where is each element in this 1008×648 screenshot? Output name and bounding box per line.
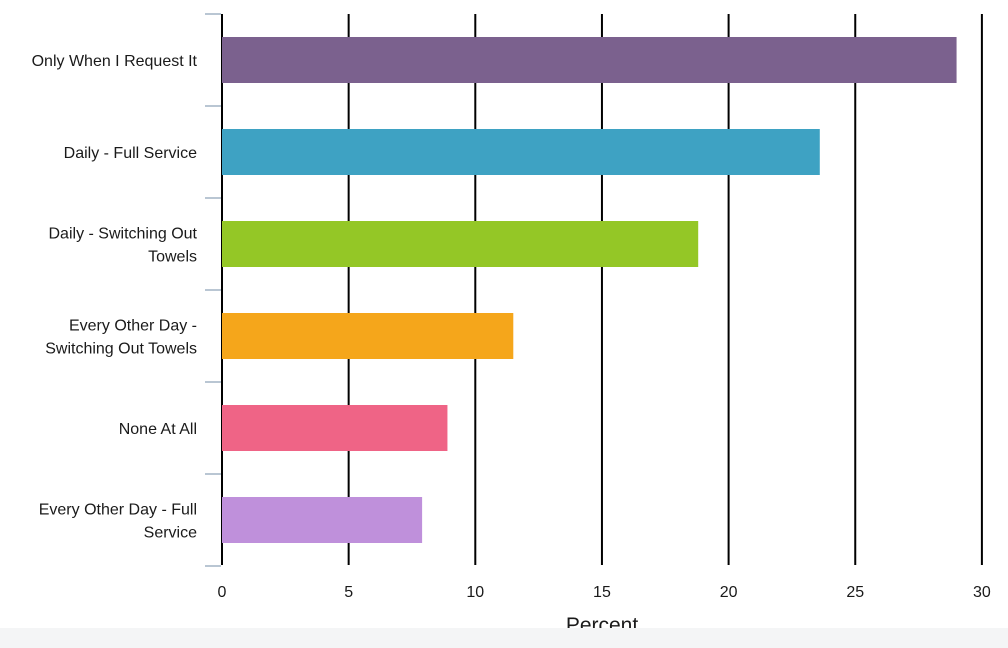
bar: [222, 221, 699, 267]
x-tick-label: 0: [218, 584, 227, 601]
bar: [222, 497, 423, 543]
category-label: Only When I Request It: [32, 53, 198, 70]
footer-band: [0, 628, 1008, 648]
x-tick-label: 20: [720, 584, 738, 601]
category-label: Daily - Switching Out: [49, 226, 198, 243]
category-label: Switching Out Towels: [45, 341, 197, 358]
bar: [222, 313, 514, 359]
gridlines: [221, 14, 983, 565]
y-axis-ticks: [205, 13, 221, 567]
bars: [222, 37, 957, 543]
x-tick-label: 5: [344, 584, 353, 601]
bar: [222, 405, 448, 451]
x-tick-label: 15: [593, 584, 611, 601]
category-label: Daily - Full Service: [64, 145, 197, 162]
category-label: Service: [144, 525, 197, 542]
category-label: Every Other Day -: [69, 318, 197, 335]
x-tick-label: 30: [973, 584, 991, 601]
category-label: Every Other Day - Full: [39, 502, 197, 519]
category-label: None At All: [119, 421, 197, 438]
bar: [222, 129, 820, 175]
x-tick-labels: 0 5 10 15 20 25 30: [218, 584, 991, 601]
category-label: Towels: [148, 249, 197, 266]
x-tick-label: 10: [466, 584, 484, 601]
bar: [222, 37, 957, 83]
category-labels: Only When I Request It Daily - Full Servi…: [32, 53, 198, 542]
x-tick-label: 25: [846, 584, 864, 601]
